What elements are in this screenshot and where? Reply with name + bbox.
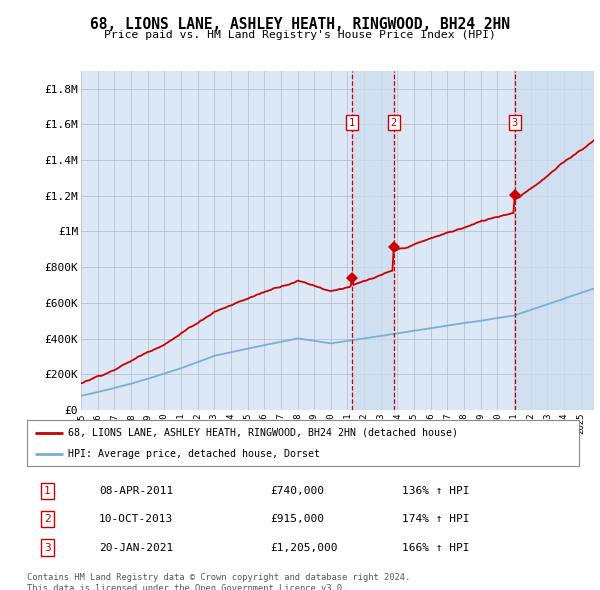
Text: 3: 3 xyxy=(44,543,51,552)
Text: 68, LIONS LANE, ASHLEY HEATH, RINGWOOD, BH24 2HN (detached house): 68, LIONS LANE, ASHLEY HEATH, RINGWOOD, … xyxy=(68,428,458,438)
Text: HPI: Average price, detached house, Dorset: HPI: Average price, detached house, Dors… xyxy=(68,448,320,458)
Text: 1: 1 xyxy=(44,486,51,496)
Text: £1,205,000: £1,205,000 xyxy=(270,543,337,552)
Text: £740,000: £740,000 xyxy=(270,486,324,496)
Text: 2: 2 xyxy=(44,514,51,524)
Text: 3: 3 xyxy=(512,117,518,127)
Text: 68, LIONS LANE, ASHLEY HEATH, RINGWOOD, BH24 2HN: 68, LIONS LANE, ASHLEY HEATH, RINGWOOD, … xyxy=(90,17,510,31)
Text: £915,000: £915,000 xyxy=(270,514,324,524)
Text: 166% ↑ HPI: 166% ↑ HPI xyxy=(403,543,470,552)
Text: Price paid vs. HM Land Registry's House Price Index (HPI): Price paid vs. HM Land Registry's House … xyxy=(104,30,496,40)
Bar xyxy=(352,71,394,410)
Bar xyxy=(515,71,594,410)
Text: 136% ↑ HPI: 136% ↑ HPI xyxy=(403,486,470,496)
Text: 1: 1 xyxy=(349,117,355,127)
Text: Contains HM Land Registry data © Crown copyright and database right 2024.
This d: Contains HM Land Registry data © Crown c… xyxy=(27,573,410,590)
Text: 174% ↑ HPI: 174% ↑ HPI xyxy=(403,514,470,524)
Text: 08-APR-2011: 08-APR-2011 xyxy=(99,486,173,496)
Text: 20-JAN-2021: 20-JAN-2021 xyxy=(99,543,173,552)
Text: 10-OCT-2013: 10-OCT-2013 xyxy=(99,514,173,524)
Text: 2: 2 xyxy=(391,117,397,127)
